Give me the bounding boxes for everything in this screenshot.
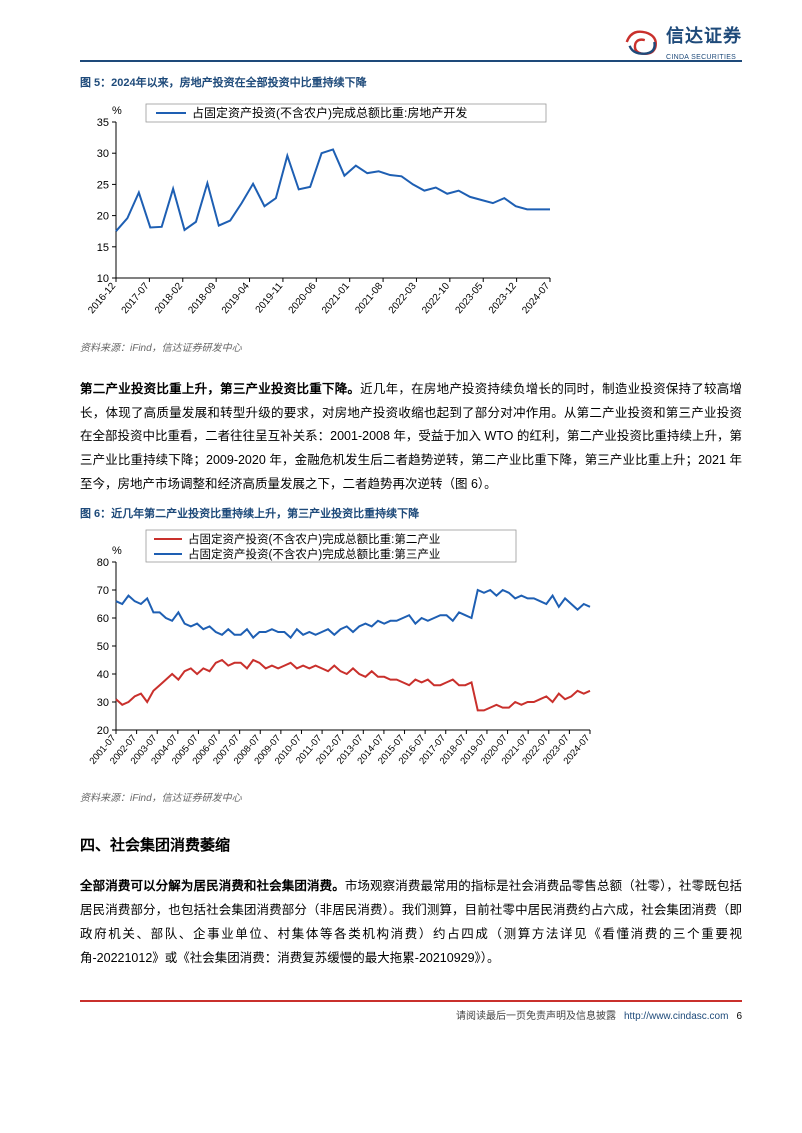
svg-text:%: % xyxy=(112,545,122,557)
section-4-heading: 四、社会集团消费萎缩 xyxy=(80,832,742,859)
page-footer: 请阅读最后一页免责声明及信息披露 http://www.cindasc.com … xyxy=(80,1000,742,1026)
svg-text:80: 80 xyxy=(97,557,109,569)
footer-text: 请阅读最后一页免责声明及信息披露 xyxy=(456,1008,616,1026)
svg-text:30: 30 xyxy=(97,148,109,160)
svg-text:2016-12: 2016-12 xyxy=(86,280,118,316)
svg-text:30: 30 xyxy=(97,697,109,709)
svg-text:2017-07: 2017-07 xyxy=(120,280,152,316)
svg-text:40: 40 xyxy=(97,669,109,681)
page-number: 6 xyxy=(736,1008,742,1026)
svg-text:%: % xyxy=(112,105,122,117)
svg-text:20: 20 xyxy=(97,210,109,222)
svg-text:60: 60 xyxy=(97,613,109,625)
svg-text:25: 25 xyxy=(97,179,109,191)
page-header: 信达证券 CINDA SECURITIES xyxy=(80,20,742,62)
logo-text-cn: 信达证券 xyxy=(666,20,742,52)
svg-text:2024-07: 2024-07 xyxy=(520,280,552,316)
svg-text:2022-03: 2022-03 xyxy=(387,280,419,316)
svg-text:2022-10: 2022-10 xyxy=(420,280,452,316)
figure6-source: 资料来源：iFind，信达证券研发中心 xyxy=(80,790,742,808)
footer-link[interactable]: http://www.cindasc.com xyxy=(624,1008,728,1026)
svg-text:2020-06: 2020-06 xyxy=(287,280,319,316)
svg-text:2023-05: 2023-05 xyxy=(454,280,486,316)
svg-text:70: 70 xyxy=(97,585,109,597)
svg-text:2021-08: 2021-08 xyxy=(353,280,385,316)
svg-text:占固定资产投资(不含农户)完成总额比重:第三产业: 占固定资产投资(不含农户)完成总额比重:第三产业 xyxy=(188,547,440,561)
figure5-source: 资料来源：iFind，信达证券研发中心 xyxy=(80,340,742,358)
svg-text:50: 50 xyxy=(97,641,109,653)
logo-swirl-icon xyxy=(622,26,660,58)
figure6-chart: 20304050607080%2001-072002-072003-072004… xyxy=(80,528,742,788)
figure6-title: 图 6：近几年第二产业投资比重持续上升，第三产业投资比重持续下降 xyxy=(80,505,742,525)
figure5-title: 图 5：2024年以来，房地产投资在全部投资中比重持续下降 xyxy=(80,74,742,94)
figure5-chart: 101520253035%2016-122017-072018-022018-0… xyxy=(80,98,742,338)
svg-text:35: 35 xyxy=(97,117,109,129)
svg-text:2019-04: 2019-04 xyxy=(220,280,252,316)
paragraph-1: 第二产业投资比重上升，第三产业投资比重下降。近几年，在房地产投资持续负增长的同时… xyxy=(80,378,742,497)
svg-text:2023-12: 2023-12 xyxy=(487,280,519,316)
logo-text-en: CINDA SECURITIES xyxy=(666,52,742,65)
svg-text:2021-01: 2021-01 xyxy=(320,280,352,316)
svg-text:2018-09: 2018-09 xyxy=(186,280,218,316)
svg-text:占固定资产投资(不含农户)完成总额比重:房地产开发: 占固定资产投资(不含农户)完成总额比重:房地产开发 xyxy=(192,105,467,120)
svg-text:占固定资产投资(不含农户)完成总额比重:第二产业: 占固定资产投资(不含农户)完成总额比重:第二产业 xyxy=(188,532,440,546)
svg-text:2018-02: 2018-02 xyxy=(153,280,185,316)
brand-logo: 信达证券 CINDA SECURITIES xyxy=(622,20,742,65)
svg-text:2019-11: 2019-11 xyxy=(254,280,286,315)
paragraph-2: 全部消费可以分解为居民消费和社会集团消费。市场观察消费最常用的指标是社会消费品零… xyxy=(80,875,742,970)
svg-text:15: 15 xyxy=(97,242,109,254)
